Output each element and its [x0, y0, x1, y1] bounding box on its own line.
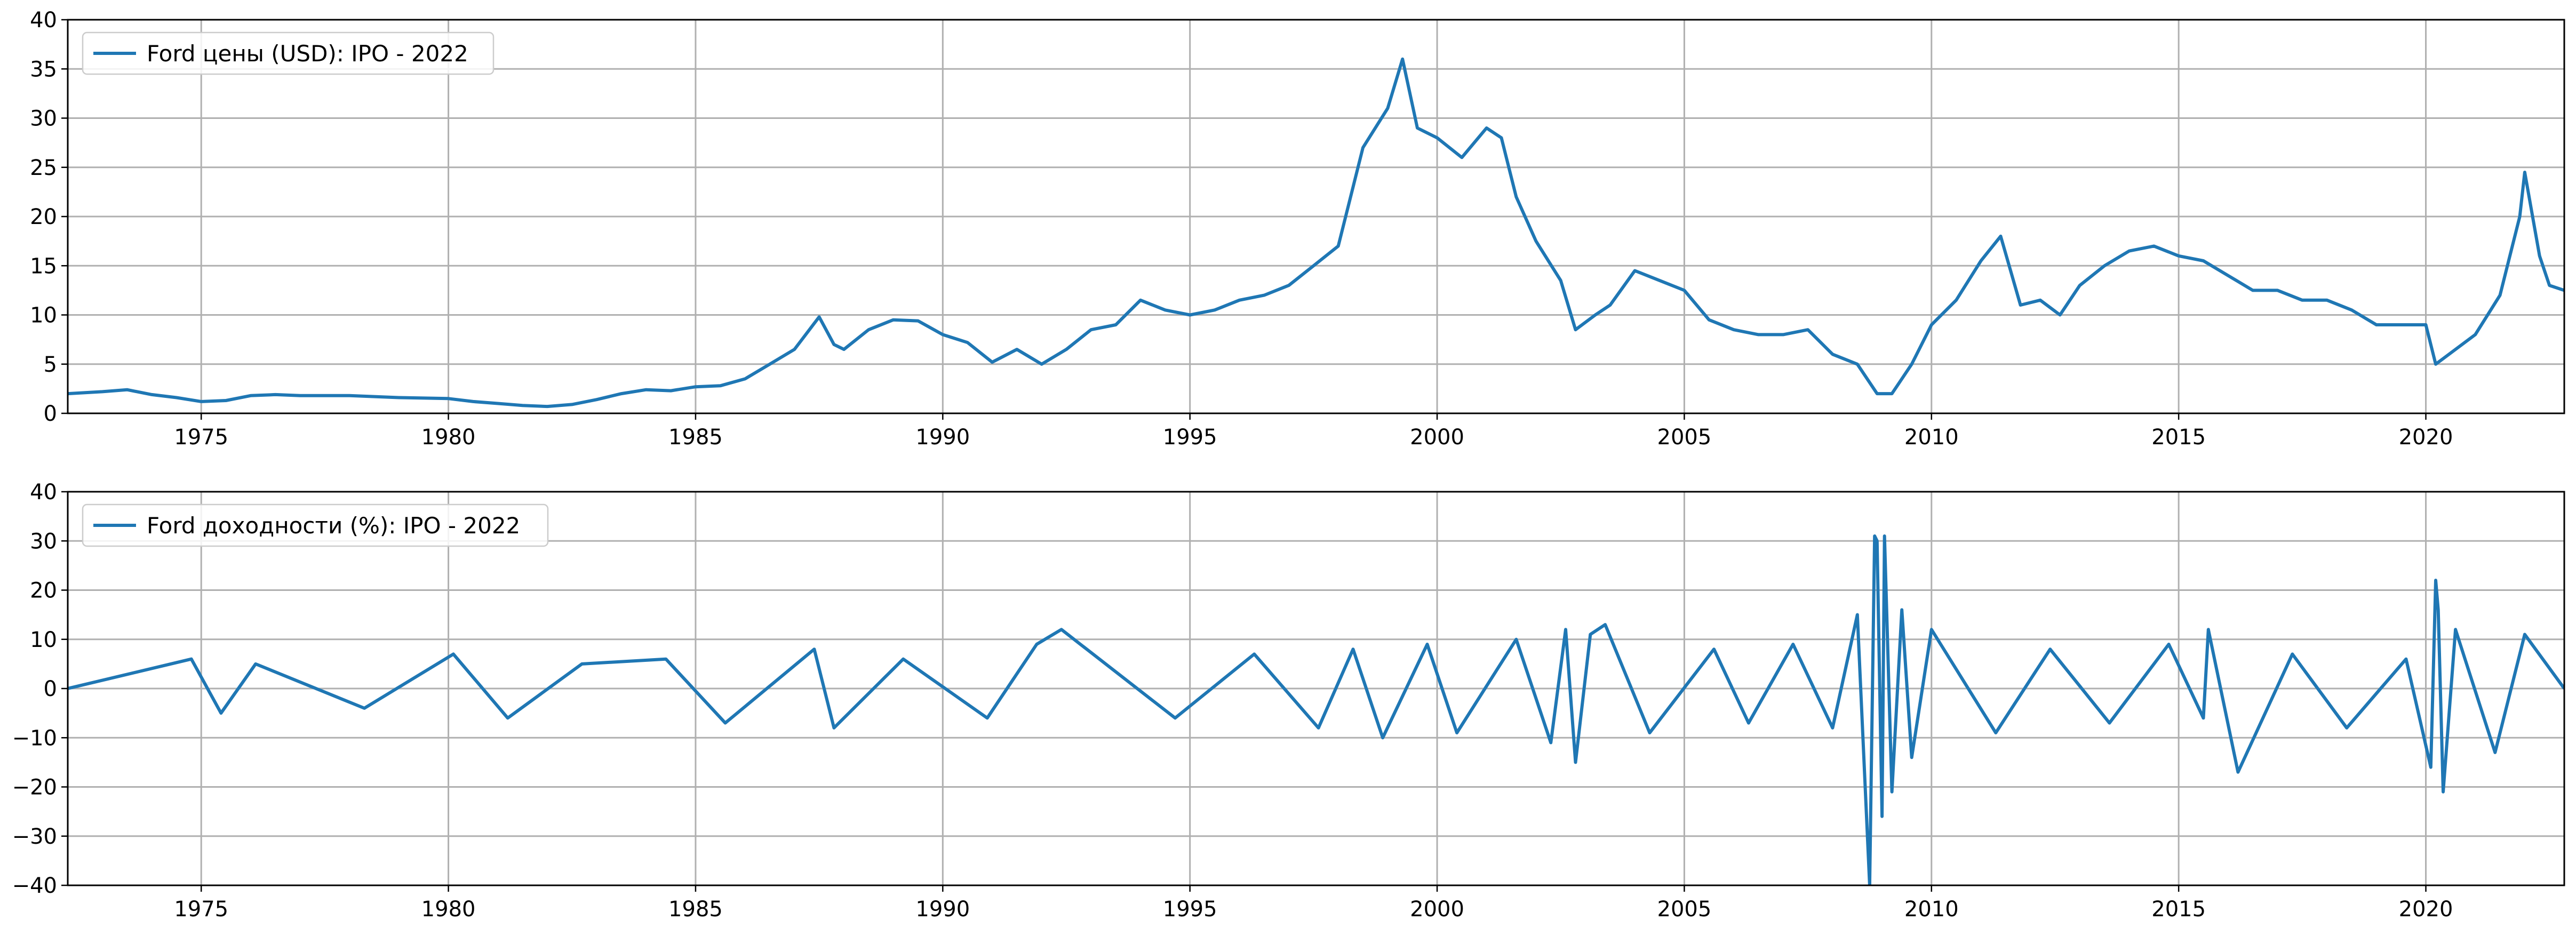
y-tick-label: 15: [30, 254, 57, 278]
x-tick-label: 1980: [421, 425, 476, 450]
x-tick-label: 1990: [915, 425, 970, 450]
y-tick-label: −30: [12, 825, 57, 849]
x-tick-label: 2005: [1657, 897, 1712, 922]
x-tick-label: 1995: [1163, 425, 1217, 450]
x-tick-label: 1975: [174, 897, 228, 922]
y-tick-label: 10: [30, 628, 57, 652]
x-tick-label: 1985: [668, 425, 723, 450]
y-tick-label: 10: [30, 303, 57, 328]
x-tick-label: 2015: [2151, 425, 2206, 450]
price-chart: 1975 1980 1985 1990 1995 2000 2005 2010 2015 2020…: [30, 8, 2565, 450]
x-tick-label: 2020: [2399, 897, 2453, 922]
y-tick-label: 35: [30, 57, 57, 82]
x-tick-label: 1990: [915, 897, 970, 922]
series-line: [68, 534, 2564, 885]
x-tick-label: 1975: [174, 425, 228, 450]
y-tick-label: 30: [30, 529, 57, 554]
axes-frame: [67, 491, 2565, 886]
returns-chart: 1975 1980 1985 1990 1995 2000 2005 2010 2015 2020…: [12, 480, 2565, 922]
legend-label: Ford доходности (%): IPO - 2022: [147, 513, 520, 539]
x-tick-label: 2010: [1904, 897, 1959, 922]
series-line: [68, 57, 2564, 409]
axes-frame: [67, 19, 2565, 414]
x-tick-label: 1995: [1163, 897, 1217, 922]
y-tick-label: 25: [30, 156, 57, 180]
y-tick-label: −40: [12, 874, 57, 898]
legend: [82, 31, 495, 75]
y-tick-label: −10: [12, 726, 57, 750]
x-tick-label: 2015: [2151, 897, 2206, 922]
x-tick-label: 2010: [1904, 425, 1959, 450]
y-tick-label: 0: [44, 677, 57, 701]
legend: [82, 503, 549, 547]
y-tick-label: 40: [30, 480, 57, 505]
y-tick-label: 5: [44, 353, 57, 377]
x-tick-label: 1980: [421, 897, 476, 922]
y-tick-label: 0: [44, 402, 57, 426]
x-tick-label: 2000: [1410, 425, 1464, 450]
x-tick-label: 2000: [1410, 897, 1464, 922]
x-tick-label: 2020: [2399, 425, 2453, 450]
y-tick-label: 20: [30, 205, 57, 229]
y-tick-label: −20: [12, 775, 57, 800]
y-tick-label: 40: [30, 8, 57, 33]
legend-label: Ford цены (USD): IPO - 2022: [147, 41, 468, 67]
y-tick-label: 30: [30, 107, 57, 131]
x-tick-label: 1985: [668, 897, 723, 922]
x-tick-label: 2005: [1657, 425, 1712, 450]
y-tick-label: 20: [30, 579, 57, 603]
